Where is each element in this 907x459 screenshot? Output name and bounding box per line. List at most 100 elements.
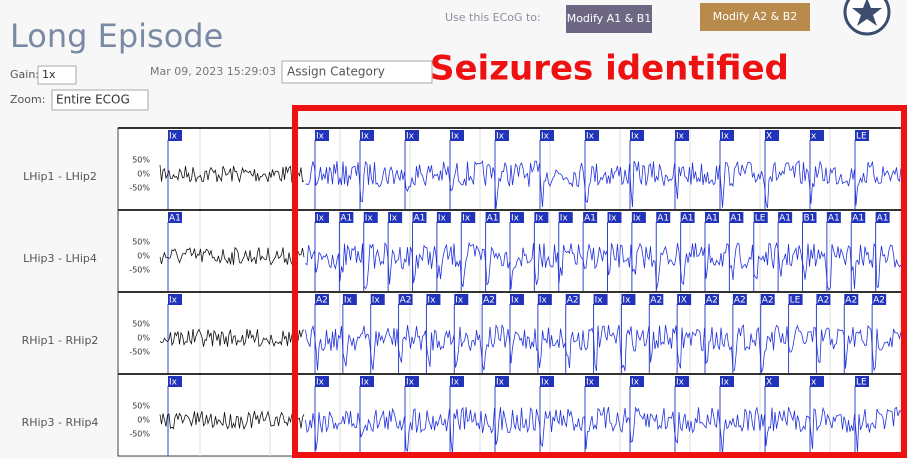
page-title: Long Episode <box>10 17 223 55</box>
button-label[interactable]: Modify A2 & B2 <box>713 10 798 23</box>
event-label: Ix <box>633 214 642 224</box>
event-label: A2 <box>817 296 829 306</box>
event-label: Ix <box>438 214 447 224</box>
event-label: A1 <box>487 214 499 224</box>
event-label: A1 <box>682 214 694 224</box>
event-label: A1 <box>779 214 791 224</box>
event-label: X <box>766 132 772 142</box>
channel-label: RHip1 - RHip2 <box>22 334 99 347</box>
channel-label: RHip3 - RHip4 <box>22 416 99 429</box>
scale-label: -50% <box>129 266 150 275</box>
zoom-value[interactable]: Entire ECOG <box>56 93 130 107</box>
event-label: A2 <box>316 296 328 306</box>
scale-label: 0% <box>137 252 150 261</box>
event-label: A1 <box>584 214 596 224</box>
timestamp: Mar 09, 2023 15:29:03 <box>150 65 276 78</box>
event-label: Ix <box>511 296 520 306</box>
event-label: Ix <box>406 378 415 388</box>
scale-label: 0% <box>137 334 150 343</box>
event-label: Ix <box>389 214 398 224</box>
event-label: A2 <box>762 296 774 306</box>
event-label: Ix <box>462 214 471 224</box>
event-label: x <box>811 378 817 388</box>
event-label: Ix <box>365 214 374 224</box>
zoom-label: Zoom: <box>10 93 45 106</box>
event-label: Ix <box>344 296 353 306</box>
button-label[interactable]: Modify A1 & B1 <box>567 12 652 25</box>
event-label: Ix <box>721 132 730 142</box>
event-label: Ix <box>586 132 595 142</box>
event-label: A2 <box>706 296 718 306</box>
event-label: Ix <box>609 214 618 224</box>
event-label: Ix <box>169 296 178 306</box>
scale-label: 50% <box>132 156 150 165</box>
annotation: Seizures identified <box>430 49 789 89</box>
event-label: Ix <box>451 132 460 142</box>
scale-label: 50% <box>132 402 150 411</box>
event-label: Ix <box>496 132 505 142</box>
event-label: Ix <box>721 378 730 388</box>
event-label: A2 <box>650 296 662 306</box>
event-label: Ix <box>676 378 685 388</box>
event-label: Ix <box>451 378 460 388</box>
event-label: Ix <box>316 214 325 224</box>
event-label: Ix <box>361 132 370 142</box>
event-label: Ix <box>539 296 548 306</box>
event-label: A1 <box>657 214 669 224</box>
gain-value[interactable]: 1x <box>42 68 56 81</box>
event-label: A2 <box>400 296 412 306</box>
event-label: A1 <box>169 214 181 224</box>
event-label: IX <box>678 296 687 306</box>
scale-label: 50% <box>132 320 150 329</box>
event-label: Ix <box>361 378 370 388</box>
ecog-chart: LHip1 - LHip2 50% 0% -50% Ix Ix Ix Ix Ix Ix Ix Ix Ix… <box>22 128 907 456</box>
channel-label: LHip3 - LHip4 <box>23 252 97 265</box>
event-label: Ix <box>406 132 415 142</box>
event-label: B1 <box>804 214 816 224</box>
event-label: Ix <box>631 132 640 142</box>
event-label: A2 <box>873 296 885 306</box>
event-label: A2 <box>483 296 495 306</box>
screen: Long Episode Use this ECoG to: Modify A1… <box>0 0 907 459</box>
event-label: Ix <box>541 132 550 142</box>
scale-label: 0% <box>137 170 150 179</box>
scale-label: -50% <box>129 184 150 193</box>
event-label: Ix <box>676 132 685 142</box>
event-label: Ix <box>631 378 640 388</box>
event-label: A1 <box>877 214 889 224</box>
event-label: Ix <box>316 132 325 142</box>
event-label: A1 <box>852 214 864 224</box>
event-label: Ix <box>455 296 464 306</box>
event-label: LE <box>856 132 867 142</box>
event-label: Ix <box>586 378 595 388</box>
event-label: LE <box>790 296 801 306</box>
event-label: Ix <box>496 378 505 388</box>
category-value[interactable]: Assign Category <box>287 65 385 79</box>
event-label: A2 <box>567 296 579 306</box>
event-label: Ix <box>622 296 631 306</box>
event-label: Ix <box>316 378 325 388</box>
gain-label: Gain: <box>10 68 39 81</box>
event-label: Ix <box>535 214 544 224</box>
event-label: Ix <box>169 378 178 388</box>
event-label: A2 <box>845 296 857 306</box>
scale-label: -50% <box>129 430 150 439</box>
scale-label: 0% <box>137 416 150 425</box>
event-label: Ix <box>511 214 520 224</box>
event-label: Ix <box>541 378 550 388</box>
scale-label: -50% <box>129 348 150 357</box>
event-label: Ix <box>595 296 604 306</box>
event-label: Ix <box>169 132 178 142</box>
event-label: A2 <box>734 296 746 306</box>
channel-label: LHip1 - LHip2 <box>23 170 97 183</box>
event-label: A1 <box>706 214 718 224</box>
event-label: A1 <box>414 214 426 224</box>
event-label: A1 <box>828 214 840 224</box>
event-label: A1 <box>730 214 742 224</box>
event-label: Ix <box>427 296 436 306</box>
use-prompt: Use this ECoG to: <box>445 11 541 24</box>
event-label: x <box>811 132 817 142</box>
event-label: A1 <box>340 214 352 224</box>
event-label: X <box>766 378 772 388</box>
event-label: Ix <box>372 296 381 306</box>
